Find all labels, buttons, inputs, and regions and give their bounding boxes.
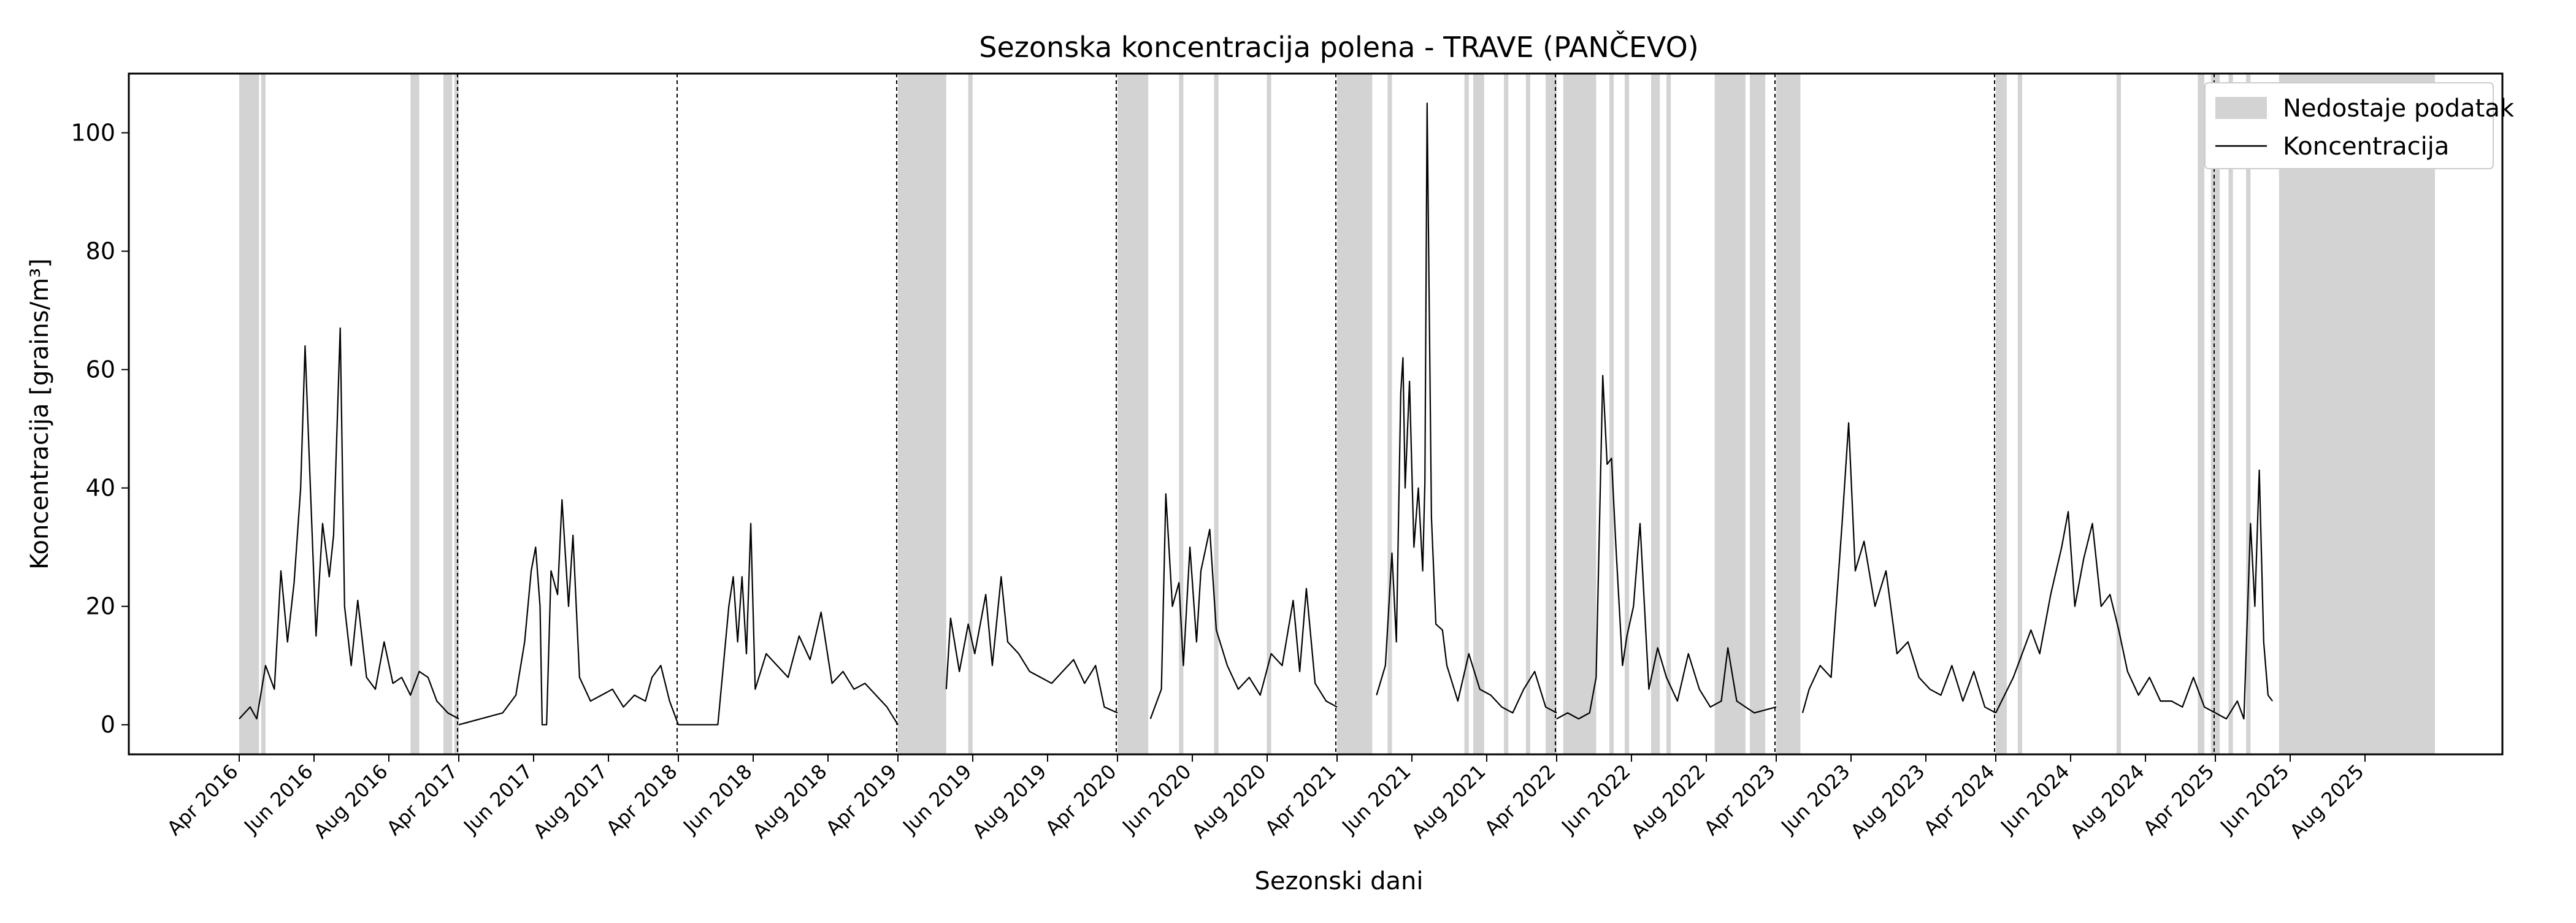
missing-data-band (2228, 74, 2233, 754)
missing-data-band (1650, 74, 1660, 754)
series-line-2019 (945, 576, 1118, 714)
missing-data-band (2017, 74, 2022, 754)
y-ticks: 0 20 40 60 80 100 (71, 120, 129, 738)
missing-data-band (1776, 74, 1801, 754)
missing-data-band (1666, 74, 1671, 754)
x-tick-label: Aug 2022 (1627, 760, 1710, 843)
x-tick-label: Aug 2025 (2285, 760, 2369, 843)
missing-data-band (1464, 74, 1469, 754)
x-tick-label: Apr 2025 (2139, 760, 2219, 840)
missing-data-band (1563, 74, 1597, 754)
legend-line-label: Koncentracija (2283, 132, 2449, 161)
y-tick-label: 20 (86, 593, 115, 620)
series-lines (239, 102, 2273, 726)
y-tick-label: 0 (101, 711, 115, 738)
legend-missing-swatch (2215, 97, 2267, 119)
x-tick-label: Jun 2018 (678, 760, 756, 838)
y-tick-label: 40 (86, 475, 115, 502)
legend-missing-label: Nedostaje podatak (2283, 94, 2515, 123)
missing-data-band (1624, 74, 1630, 754)
missing-data-band (968, 74, 973, 754)
missing-data-band (1546, 74, 1557, 754)
x-tick-label: Jun 2023 (1776, 760, 1854, 838)
missing-data-band (1996, 74, 2007, 754)
missing-data-band (1179, 74, 1184, 754)
series-line-2023 (1801, 422, 1996, 714)
season-dividers (457, 74, 2215, 754)
x-tick-label: Apr 2018 (602, 760, 682, 840)
series-line-2024 (1995, 511, 2216, 714)
legend: Nedostaje podatak Koncentracija (2204, 82, 2515, 169)
series-line-2016 (239, 327, 459, 720)
series-line-2020 (1149, 493, 1338, 719)
x-tick-label: Aug 2016 (309, 760, 393, 843)
x-tick-label: Apr 2019 (821, 760, 902, 840)
missing-data-band (2116, 74, 2122, 754)
y-axis-label: Koncentracija [grains/m³] (26, 258, 54, 569)
missing-data-band (1714, 74, 1746, 754)
missing-data-band (2210, 74, 2215, 754)
x-tick-label: Apr 2016 (163, 760, 243, 840)
x-tick-label: Jun 2022 (1556, 760, 1635, 838)
y-tick-label: 80 (86, 238, 115, 265)
missing-data-band (1609, 74, 1614, 754)
missing-data-band (1504, 74, 1509, 754)
missing-data-band (443, 74, 453, 754)
x-tick-label: Jun 2019 (897, 760, 976, 838)
missing-data-band (1525, 74, 1531, 754)
x-tick-label: Jun 2024 (1995, 760, 2074, 838)
missing-data-bands (239, 74, 2435, 754)
x-tick-label: Aug 2018 (748, 760, 832, 843)
x-tick-label: Apr 2017 (382, 760, 462, 840)
missing-data-band (1337, 74, 1373, 754)
x-tick-label: Apr 2024 (1919, 760, 1999, 840)
missing-data-band (1214, 74, 1219, 754)
x-tick-label: Jun 2025 (2215, 760, 2293, 838)
legend-box (2204, 82, 2494, 169)
series-line-2025 (2215, 469, 2273, 720)
missing-data-band (898, 74, 946, 754)
y-tick-label: 100 (71, 120, 115, 147)
series-line-2017 (458, 499, 680, 726)
x-tick-label: Aug 2020 (1187, 760, 1271, 843)
missing-data-band (2198, 74, 2205, 754)
missing-data-band (2279, 74, 2435, 754)
missing-data-band (239, 74, 259, 754)
x-tick-label: Apr 2020 (1041, 760, 1121, 840)
series-line-2018 (678, 523, 899, 726)
x-tick-label: Apr 2021 (1260, 760, 1341, 840)
x-tick-label: Jun 2020 (1117, 760, 1195, 838)
missing-data-band (261, 74, 266, 754)
x-tick-label: Jun 2017 (458, 760, 537, 838)
x-axis-label: Sezonski dani (1254, 867, 1423, 895)
x-tick-label: Aug 2024 (2066, 760, 2149, 843)
chart-title: Sezonska koncentracija polena - TRAVE (P… (979, 30, 1699, 64)
missing-data-band (454, 74, 459, 754)
x-tick-label: Apr 2023 (1700, 760, 1780, 840)
series-line-2021 (1376, 102, 1557, 714)
missing-data-band (1387, 74, 1392, 754)
x-tick-label: Apr 2022 (1480, 760, 1560, 840)
missing-data-band (2246, 74, 2251, 754)
x-tick-label: Aug 2023 (1846, 760, 1930, 843)
missing-data-band (1117, 74, 1149, 754)
series-line-2022 (1556, 375, 1777, 720)
missing-data-band (2215, 74, 2220, 754)
x-tick-label: Jun 2016 (239, 760, 317, 838)
missing-data-band (410, 74, 420, 754)
missing-data-band (1267, 74, 1271, 754)
plot-frame (128, 72, 2504, 756)
x-tick-label: Jun 2021 (1336, 760, 1415, 838)
y-tick-label: 60 (86, 356, 115, 383)
x-tick-label: Aug 2021 (1407, 760, 1490, 843)
x-tick-label: Aug 2017 (529, 760, 612, 843)
missing-data-band (1750, 74, 1766, 754)
missing-data-band (1473, 74, 1484, 754)
x-tick-label: Aug 2019 (968, 760, 1051, 843)
